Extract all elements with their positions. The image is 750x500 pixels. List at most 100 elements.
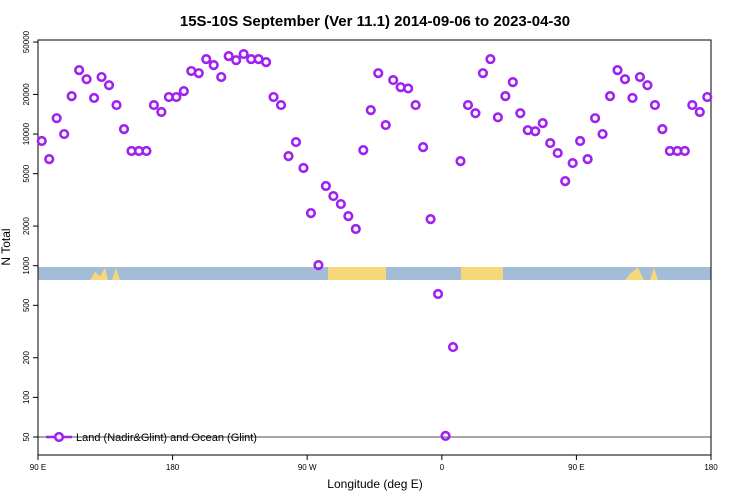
point (627, 92, 638, 104)
point (141, 145, 152, 157)
y-tick-label: 10000 (22, 122, 31, 145)
point (530, 126, 541, 137)
point (575, 135, 586, 147)
point (223, 50, 234, 62)
plot-frame (37, 39, 712, 456)
point (687, 99, 698, 111)
map-strip (38, 267, 711, 280)
point (171, 91, 182, 103)
point (178, 85, 189, 97)
point (560, 176, 571, 187)
point (507, 77, 518, 88)
point (642, 80, 653, 91)
point (425, 213, 436, 225)
y-tick-label: 50000 (22, 30, 31, 53)
point (552, 147, 563, 159)
point (74, 64, 85, 76)
point (470, 108, 481, 119)
point (380, 119, 391, 131)
point (388, 74, 399, 86)
point (373, 68, 384, 79)
point (66, 91, 77, 102)
x-tick-label: 90 E (568, 463, 584, 472)
y-tick-label: 20000 (22, 83, 31, 106)
point (111, 99, 122, 111)
point (694, 106, 705, 118)
point (515, 108, 526, 119)
x-tick-label: 0 (440, 463, 445, 472)
point (462, 99, 474, 111)
y-tick-label: 2000 (22, 217, 31, 235)
point (440, 430, 451, 441)
point (619, 74, 631, 85)
point (477, 68, 489, 79)
x-tick-label: 180 (704, 463, 718, 472)
point (634, 71, 646, 83)
y-tick-label: 500 (22, 298, 31, 312)
point (268, 91, 279, 103)
y-tick-label: 1000 (22, 256, 31, 274)
point (358, 145, 369, 156)
point (44, 154, 55, 165)
point (418, 141, 429, 153)
point (208, 59, 219, 71)
point (582, 154, 593, 165)
y-tick-label: 5000 (22, 164, 31, 182)
point (410, 99, 421, 111)
point (313, 260, 324, 271)
point (238, 48, 249, 60)
point (447, 341, 459, 353)
point (103, 80, 115, 91)
y-axis-label: N Total (0, 228, 13, 265)
point (455, 156, 466, 167)
point (545, 137, 556, 149)
point (657, 124, 668, 135)
point (492, 112, 503, 123)
point (320, 180, 331, 192)
point (290, 136, 302, 148)
point (679, 145, 690, 157)
x-tick-label: 90 E (30, 463, 46, 472)
point (275, 99, 287, 111)
point (260, 56, 272, 68)
x-tick-label: 90 W (298, 463, 317, 472)
point (201, 53, 212, 65)
point (193, 68, 204, 79)
chart-title: 15S-10S September (Ver 11.1) 2014-09-06 … (180, 13, 570, 30)
point (365, 105, 376, 116)
point (432, 288, 444, 300)
point (231, 55, 242, 66)
point (604, 91, 616, 102)
point (567, 157, 578, 169)
point (537, 118, 548, 129)
point (283, 151, 294, 162)
point (148, 99, 160, 111)
point (485, 53, 496, 65)
point (597, 128, 608, 140)
point (88, 92, 100, 104)
point (305, 207, 317, 219)
point (298, 162, 309, 174)
y-tick-label: 50 (22, 432, 31, 441)
point (216, 71, 227, 83)
legend-label: Land (Nadir&Glint) and Ocean (Glint) (76, 432, 257, 444)
point (36, 135, 47, 147)
point (156, 106, 167, 118)
point (335, 198, 346, 210)
point (118, 124, 130, 135)
point (350, 223, 361, 235)
y-tick-label: 100 (22, 390, 31, 404)
point (51, 113, 62, 124)
point (59, 128, 70, 140)
point (403, 83, 414, 94)
point (500, 91, 511, 102)
point (328, 190, 339, 202)
point (702, 91, 713, 103)
point (96, 71, 107, 83)
x-tick-label: 180 (166, 463, 180, 472)
point (612, 64, 623, 76)
point (649, 99, 661, 111)
legend-marker (53, 431, 65, 443)
point (343, 211, 354, 222)
